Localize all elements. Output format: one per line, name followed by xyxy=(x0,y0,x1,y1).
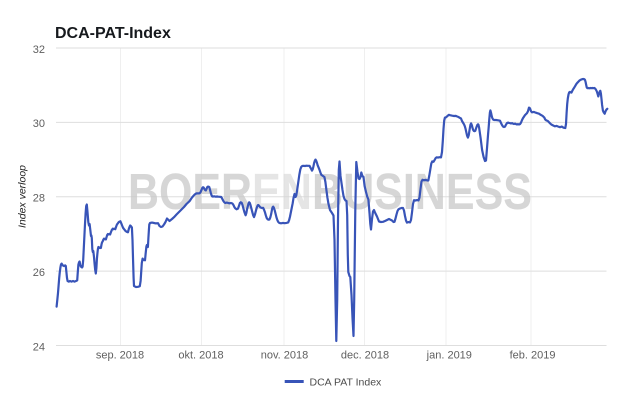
svg-text:30: 30 xyxy=(33,118,45,130)
svg-text:jan. 2019: jan. 2019 xyxy=(426,350,472,362)
svg-text:26: 26 xyxy=(33,267,45,279)
svg-text:dec. 2018: dec. 2018 xyxy=(341,350,389,362)
svg-text:Index verloop: Index verloop xyxy=(17,165,29,228)
svg-text:24: 24 xyxy=(33,341,45,353)
svg-text:okt. 2018: okt. 2018 xyxy=(178,350,223,362)
svg-text:DCA PAT Index: DCA PAT Index xyxy=(310,376,383,388)
svg-text:BOER: BOER xyxy=(128,163,252,220)
svg-text:DCA-PAT-Index: DCA-PAT-Index xyxy=(55,25,171,42)
svg-text:sep. 2018: sep. 2018 xyxy=(96,350,144,362)
svg-text:32: 32 xyxy=(33,44,45,56)
svg-text:28: 28 xyxy=(33,193,45,205)
svg-text:nov. 2018: nov. 2018 xyxy=(261,350,309,362)
svg-text:BUSINESS: BUSINESS xyxy=(312,163,532,220)
svg-text:EN: EN xyxy=(252,163,312,220)
svg-text:feb. 2019: feb. 2019 xyxy=(510,350,556,362)
